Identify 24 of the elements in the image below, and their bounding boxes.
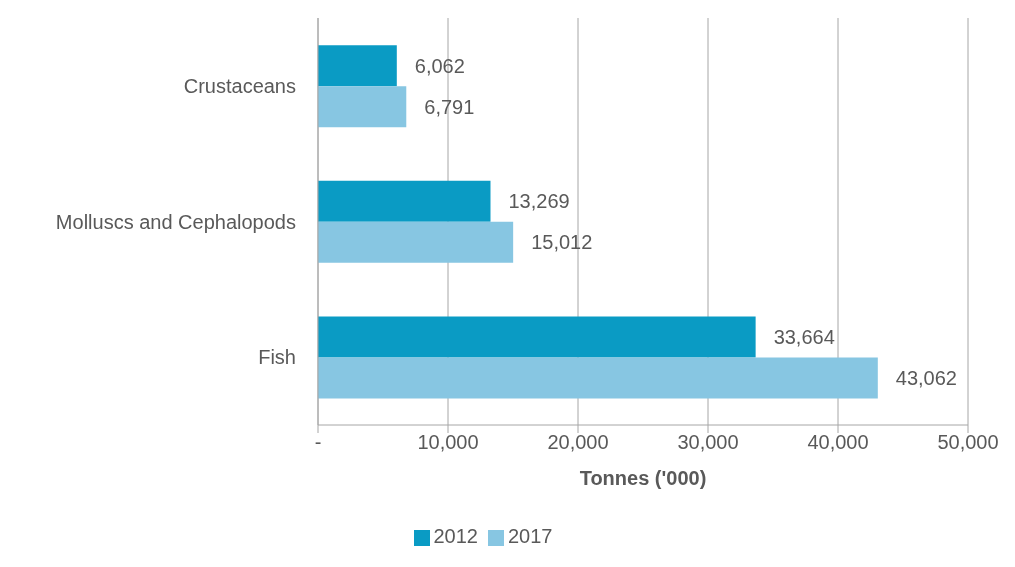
y-tick-label: Crustaceans [183, 74, 296, 97]
legend-label: 2017 [508, 525, 553, 547]
bar [318, 221, 514, 263]
bar [318, 86, 407, 128]
legend-label: 2012 [433, 525, 478, 547]
bar [318, 357, 878, 399]
bar [318, 180, 491, 222]
bar [318, 316, 756, 358]
y-tick-label: Fish [258, 346, 296, 369]
data-label: 6,791 [424, 95, 475, 118]
x-tick-label: 40,000 [807, 431, 869, 454]
x-tick-label: 30,000 [677, 431, 739, 454]
data-label: 43,062 [895, 367, 957, 390]
x-tick-label: 50,000 [937, 431, 999, 454]
data-label: 6,062 [414, 54, 465, 77]
x-tick-label: - [314, 431, 322, 454]
data-label: 15,012 [531, 231, 593, 254]
data-label: 33,664 [773, 326, 835, 349]
x-axis-title: Tonnes ('000) [579, 467, 707, 489]
x-tick-label: 20,000 [547, 431, 609, 454]
y-tick-label: Molluscs and Cephalopods [55, 210, 296, 233]
bar [318, 45, 397, 87]
data-label: 13,269 [508, 190, 570, 213]
x-tick-label: 10,000 [417, 431, 479, 454]
